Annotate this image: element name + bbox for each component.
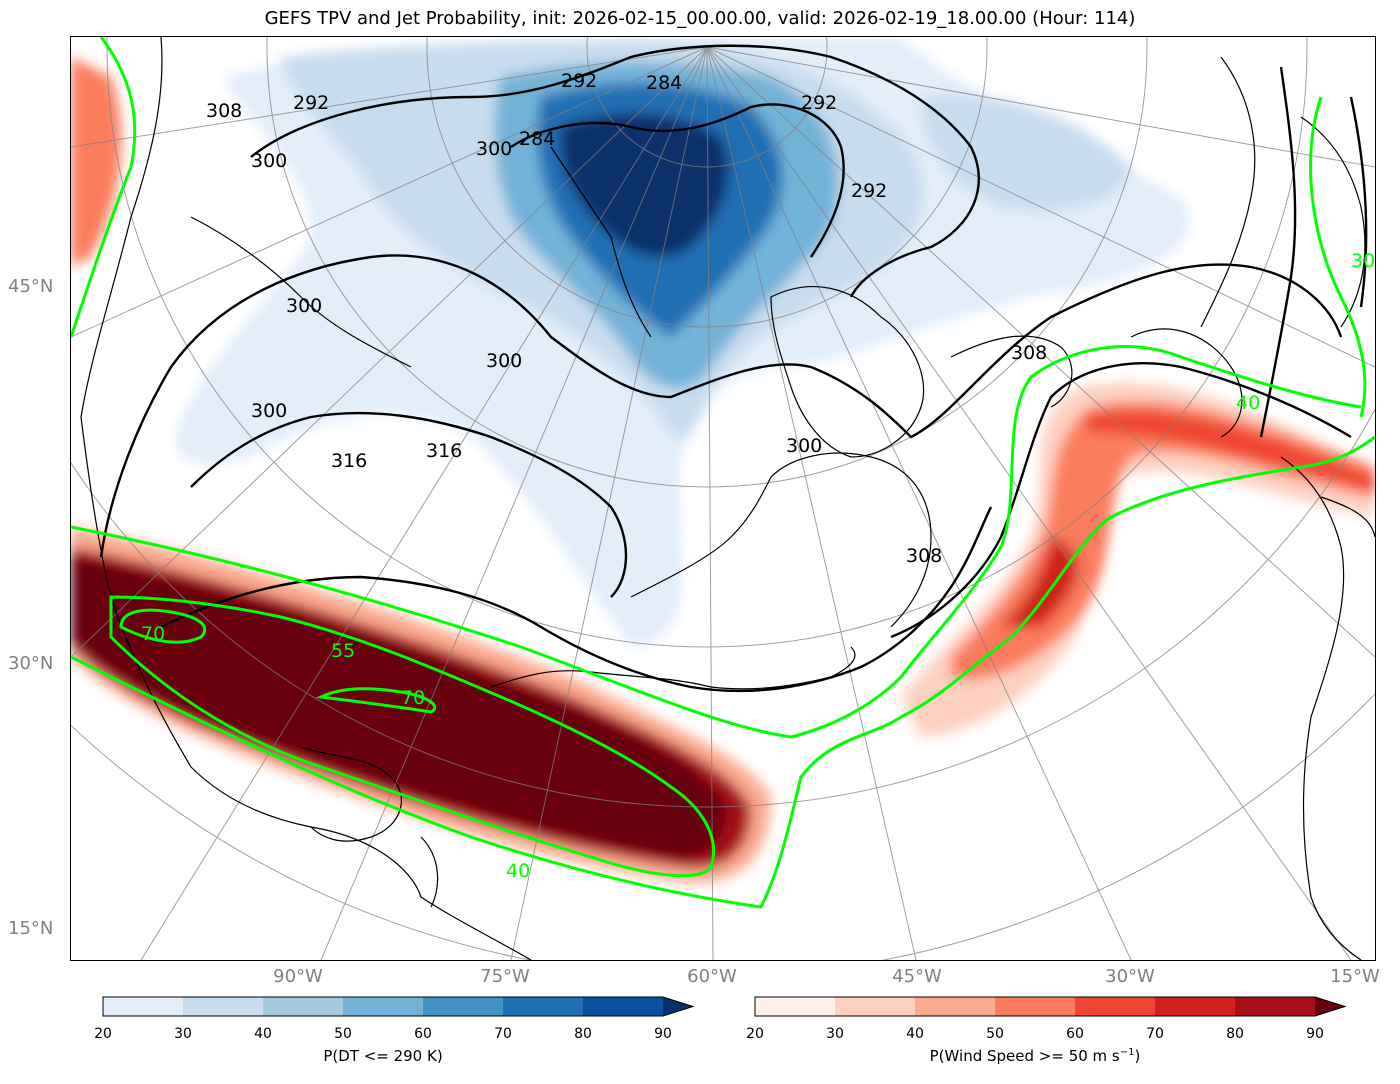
colorbar-tick-label: 20 [746, 1026, 764, 1042]
lon-label-45w: 45°W [892, 966, 942, 987]
colorbar-segment [423, 997, 504, 1016]
contour-label: 300 [251, 400, 287, 422]
colorbar-tick-label: 30 [826, 1026, 844, 1042]
contour-label: 70 [401, 687, 425, 709]
contour-label: 308 [1011, 342, 1047, 364]
contour-label: 300 [786, 435, 822, 457]
colorbar-svg [754, 996, 1347, 1017]
lon-label-15w: 15°W [1330, 966, 1380, 987]
colorbar-segment [583, 997, 664, 1016]
colorbar-extend-arrow [663, 997, 693, 1016]
jet-probability-contours [71, 37, 1375, 909]
contour-label: 284 [519, 128, 555, 150]
lon-label-60w: 60°W [687, 966, 737, 987]
contour-label: 284 [646, 72, 682, 94]
colorbar-tick-label: 90 [654, 1026, 672, 1042]
colorbar-tick-label: 80 [574, 1026, 592, 1042]
contour-label: 292 [293, 92, 329, 114]
contour-label: 316 [426, 440, 462, 462]
colorbar-outline [754, 996, 1347, 1017]
colorbar-segment [183, 997, 264, 1016]
contour-label: 40 [1236, 392, 1260, 414]
colorbar-tick-label: 70 [494, 1026, 512, 1042]
contour-label: 300 [286, 295, 322, 317]
coastlines [80, 37, 1375, 960]
colorbar-segment [1155, 997, 1236, 1016]
colorbar-tick-label: 50 [986, 1026, 1004, 1042]
colorbar-segment [835, 997, 916, 1016]
theta-contours [99, 44, 1368, 693]
theta-contour-labels: 292 284 292 300 300 292 300 308 284 292 … [206, 70, 1047, 567]
colorbar-svg [102, 996, 695, 1017]
colorbar-wind-label: P(Wind Speed >= 50 m s−1) [930, 1047, 1141, 1065]
contour-label: 30 [1351, 250, 1375, 272]
colorbar-segment [995, 997, 1076, 1016]
colorbar-tick-label: 60 [414, 1026, 432, 1042]
colorbar-segment [103, 997, 184, 1016]
tpv-probability-field [174, 37, 1191, 647]
colorbar-tick-label: 30 [174, 1026, 192, 1042]
contour-label: 300 [476, 138, 512, 160]
contour-label: 292 [801, 92, 837, 114]
colorbar-tick-label: 70 [1146, 1026, 1164, 1042]
colorbar-wind-label-main: P(Wind Speed >= 50 m s [929, 1047, 1120, 1065]
contour-label: 70 [141, 623, 165, 645]
lon-label-30w: 30°W [1105, 966, 1155, 987]
colorbar-wind-probability [754, 996, 1347, 1017]
lon-label-90w: 90°W [273, 966, 323, 987]
colorbar-tick-label: 20 [94, 1026, 112, 1042]
colorbar-tick-label: 60 [1066, 1026, 1084, 1042]
colorbar-segment [343, 997, 424, 1016]
contour-label: 55 [331, 640, 355, 662]
contour-label: 300 [251, 150, 287, 172]
colorbar-segment [503, 997, 584, 1016]
lon-label-75w: 75°W [480, 966, 530, 987]
lat-label-45n: 45°N [8, 276, 54, 297]
colorbar-dt-probability [102, 996, 695, 1017]
lat-label-15n: 15°N [8, 918, 54, 939]
colorbar-segment [1075, 997, 1156, 1016]
contour-label: 292 [851, 180, 887, 202]
colorbar-dt-label: P(DT <= 290 K) [323, 1047, 443, 1065]
colorbar-segment [263, 997, 344, 1016]
colorbar-tick-label: 40 [906, 1026, 924, 1042]
colorbar-wind-label-sup: −1 [1119, 1047, 1135, 1058]
contour-label: 292 [561, 70, 597, 92]
colorbar-tick-label: 80 [1226, 1026, 1244, 1042]
contour-label: 40 [506, 860, 530, 882]
colorbar-segment [755, 997, 836, 1016]
jet-contour-labels: 70 55 70 40 40 30 [141, 250, 1375, 882]
contour-label: 308 [906, 545, 942, 567]
plot-title: GEFS TPV and Jet Probability, init: 2026… [264, 8, 1136, 29]
contour-label: 308 [206, 100, 242, 122]
lat-label-30n: 30°N [8, 653, 54, 674]
colorbar-tick-label: 50 [334, 1026, 352, 1042]
contour-label: 316 [331, 450, 367, 472]
map-panel: 292 284 292 300 300 292 300 308 284 292 … [70, 36, 1376, 961]
colorbar-tick-label: 90 [1306, 1026, 1324, 1042]
colorbar-tick-label: 40 [254, 1026, 272, 1042]
colorbar-outline [102, 996, 695, 1017]
contour-label: 300 [486, 350, 522, 372]
colorbar-wind-label-end: ) [1134, 1047, 1141, 1065]
colorbar-segment [915, 997, 996, 1016]
colorbar-extend-arrow [1315, 997, 1345, 1016]
colorbar-segment [1235, 997, 1316, 1016]
